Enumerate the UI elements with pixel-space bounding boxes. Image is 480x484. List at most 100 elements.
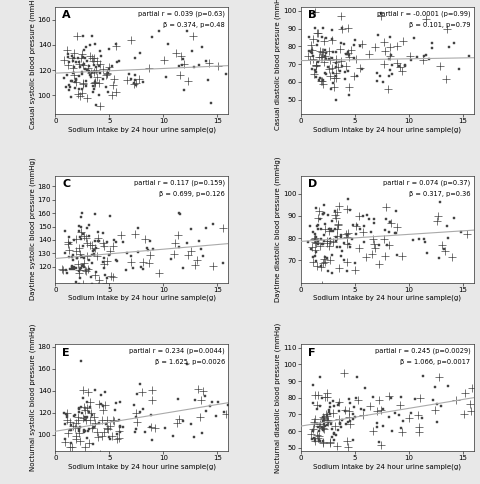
Point — [132, 79, 140, 87]
Point — [336, 39, 344, 47]
Point — [340, 407, 348, 415]
Point — [68, 443, 76, 451]
Point — [319, 426, 326, 434]
Point — [85, 68, 93, 76]
Point — [78, 50, 86, 58]
Point — [333, 232, 341, 240]
Point — [207, 99, 215, 106]
Point — [213, 62, 221, 70]
Point — [337, 247, 345, 255]
Point — [324, 407, 332, 414]
Point — [345, 91, 352, 99]
Point — [328, 269, 336, 277]
Point — [397, 67, 405, 75]
Point — [325, 410, 333, 418]
Point — [86, 52, 94, 60]
Point — [336, 12, 344, 20]
Point — [336, 231, 344, 239]
Point — [344, 51, 352, 59]
Point — [351, 223, 359, 230]
Point — [85, 232, 93, 240]
Point — [332, 70, 339, 77]
Point — [83, 398, 91, 406]
Point — [76, 250, 84, 257]
Point — [73, 32, 81, 40]
Point — [307, 243, 315, 251]
Point — [320, 201, 327, 209]
Point — [104, 88, 111, 95]
Point — [314, 436, 322, 444]
Point — [307, 65, 315, 73]
Point — [333, 208, 340, 215]
Point — [84, 64, 92, 72]
Point — [342, 437, 349, 445]
Point — [327, 35, 335, 43]
Point — [336, 420, 343, 428]
Point — [89, 440, 96, 448]
Point — [175, 62, 182, 70]
Point — [143, 244, 150, 252]
Point — [313, 391, 321, 399]
Point — [350, 41, 358, 49]
Point — [335, 415, 342, 423]
Point — [311, 230, 318, 238]
Point — [103, 424, 110, 431]
Point — [63, 411, 71, 419]
Point — [412, 53, 420, 60]
Point — [380, 38, 387, 45]
Point — [105, 63, 112, 71]
Point — [452, 396, 459, 404]
Point — [366, 228, 373, 236]
Point — [132, 419, 140, 426]
Point — [319, 211, 326, 218]
Point — [312, 257, 319, 265]
Point — [106, 212, 114, 220]
Point — [311, 415, 318, 423]
Text: C: C — [62, 179, 70, 189]
Point — [63, 413, 71, 421]
Point — [348, 236, 355, 243]
Point — [81, 65, 89, 73]
Point — [201, 393, 208, 400]
Point — [326, 225, 334, 232]
Point — [320, 231, 327, 239]
Point — [79, 230, 87, 238]
Point — [312, 239, 320, 246]
Point — [144, 259, 152, 267]
Point — [193, 385, 201, 393]
Point — [174, 415, 182, 423]
Point — [313, 262, 321, 270]
Point — [427, 44, 434, 51]
Point — [114, 427, 122, 435]
Point — [360, 406, 367, 414]
Point — [132, 81, 140, 89]
Point — [169, 250, 177, 258]
Point — [75, 280, 83, 288]
Point — [208, 220, 216, 228]
Point — [64, 50, 72, 58]
Point — [67, 426, 74, 434]
Point — [382, 203, 389, 211]
Point — [321, 52, 328, 60]
Point — [135, 76, 143, 83]
Y-axis label: Casual diastolic blood pressure (mmHg): Casual diastolic blood pressure (mmHg) — [274, 0, 280, 130]
Point — [385, 242, 393, 249]
Y-axis label: Casual systolic blood pressure (mmHg): Casual systolic blood pressure (mmHg) — [29, 0, 36, 129]
Point — [332, 214, 339, 222]
Point — [304, 52, 312, 60]
Point — [91, 419, 99, 426]
Point — [313, 240, 321, 247]
Point — [197, 43, 205, 50]
Point — [331, 431, 339, 439]
Point — [89, 57, 96, 65]
Point — [76, 265, 84, 272]
Point — [175, 243, 182, 251]
Point — [410, 395, 418, 403]
Point — [92, 66, 100, 74]
Point — [77, 265, 85, 272]
Point — [204, 76, 212, 84]
Point — [329, 83, 337, 91]
Point — [80, 232, 88, 240]
Point — [96, 60, 104, 68]
Point — [334, 399, 342, 407]
